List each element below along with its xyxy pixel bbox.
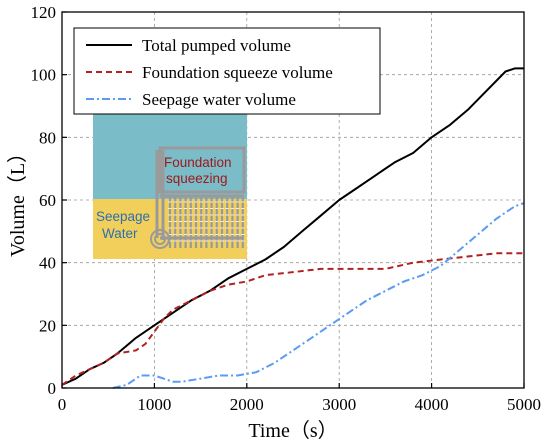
seepage-label-line2: Water [102,226,138,241]
x-tick-label: 0 [58,395,67,414]
inset-schematic: Foundation squeezing Seepage Water [93,112,247,259]
legend: Total pumped volume Foundation squeeze v… [73,27,381,115]
x-axis-title: Time（s） [248,419,337,442]
x-tick-labels: 0 1000 2000 3000 4000 5000 [58,395,541,414]
seepage-label-line1: Seepage [96,209,150,224]
y-tick-label: 20 [39,316,56,335]
x-tick-label: 4000 [415,395,449,414]
squeeze-label-line2: squeezing [166,171,228,186]
y-tick-label: 80 [39,128,56,147]
x-tick-label: 1000 [137,395,171,414]
x-tick-label: 5000 [507,395,541,414]
x-tick-label: 2000 [230,395,264,414]
series-foundation-squeeze [61,252,524,386]
y-axis-title: Volume（L） [6,143,29,257]
pipe-coil [154,233,166,245]
legend-label-total: Total pumped volume [142,36,291,55]
squeeze-label-line1: Foundation [164,155,232,170]
legend-label-seepage: Seepage water volume [142,90,296,109]
y-tick-label: 120 [31,3,57,22]
y-tick-label: 100 [31,66,57,85]
water-layer [93,112,247,199]
series-layer [61,67,525,389]
series-total-pumped [61,67,524,386]
pipe-coil [150,229,170,249]
x-tick-label: 3000 [322,395,356,414]
legend-label-squeeze: Foundation squeeze volume [142,63,333,82]
axis-ticks [61,11,525,389]
y-tick-label: 60 [39,191,56,210]
y-tick-label: 0 [48,379,57,398]
y-tick-labels: 0 20 40 60 80 100 120 [31,3,57,398]
y-tick-label: 40 [39,254,56,273]
drain-pipes [150,146,246,249]
squeeze-frame [158,146,246,194]
